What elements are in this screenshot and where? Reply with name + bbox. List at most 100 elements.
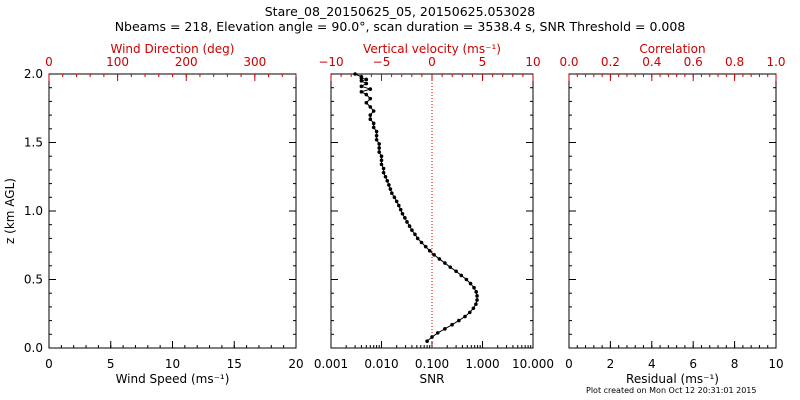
x-tick-label: 4 — [648, 357, 656, 371]
snr-data-point — [450, 322, 454, 327]
top-tick-label: 200 — [175, 55, 198, 69]
snr-data-point — [415, 236, 420, 241]
snr-data-point — [443, 261, 447, 265]
x-tick-label: 0.100 — [415, 357, 449, 371]
x-tick-label: 2 — [607, 357, 615, 371]
top-tick-label: 300 — [243, 55, 266, 69]
snr-data-point — [388, 187, 393, 191]
top-tick-label: 0.8 — [725, 55, 744, 69]
x-axis-label: SNR — [420, 372, 445, 386]
x-tick-label: 15 — [227, 357, 242, 371]
snr-data-point — [430, 335, 434, 339]
x-tick-label: 20 — [288, 357, 303, 371]
snr-data-point — [377, 142, 381, 146]
snr-data-point — [368, 87, 373, 91]
y-tick-label: 2.0 — [24, 67, 43, 81]
snr-data-point — [432, 253, 436, 257]
x-tick-label: 10 — [165, 357, 180, 371]
snr-data-point — [377, 146, 381, 150]
x-tick-label: 0 — [45, 357, 53, 371]
snr-data-point — [368, 117, 373, 122]
top-axis-label: Correlation — [639, 42, 705, 56]
snr-data-point — [371, 125, 376, 130]
x-tick-label: 10.000 — [512, 357, 554, 371]
snr-data-point — [435, 331, 440, 335]
snr-data-point — [427, 248, 432, 253]
snr-data-point — [419, 240, 424, 245]
top-tick-label: 0.2 — [601, 55, 620, 69]
snr-data-point — [471, 306, 476, 311]
snr-data-point — [364, 92, 369, 97]
snr-data-point — [364, 81, 369, 86]
snr-data-point — [474, 302, 478, 306]
snr-data-point — [475, 294, 479, 298]
y-axis-label: z (km AGL) — [3, 178, 17, 244]
x-axis-label: Residual (ms⁻¹) — [626, 372, 719, 386]
top-tick-label: −10 — [318, 55, 343, 69]
snr-data-point — [368, 105, 373, 109]
snr-data-point — [475, 298, 479, 302]
panel-frame-correlation — [568, 73, 777, 349]
snr-data-point — [371, 121, 376, 126]
snr-data-point — [364, 77, 369, 82]
snr-data-point — [390, 191, 394, 195]
snr-data-point — [379, 154, 384, 158]
snr-data-point — [383, 174, 388, 179]
top-tick-label: −5 — [373, 55, 391, 69]
top-tick-label: 0.4 — [642, 55, 661, 69]
snr-data-point — [410, 228, 414, 232]
snr-data-point — [385, 179, 390, 183]
top-tick-label: 0 — [428, 55, 436, 69]
panel-frame-wind — [48, 73, 297, 349]
x-tick-label: 0 — [565, 357, 573, 371]
top-axis-label: Wind Direction (deg) — [111, 42, 235, 56]
snr-data-point — [359, 79, 364, 83]
y-tick-label: 0.0 — [24, 341, 43, 355]
snr-data-point — [379, 162, 384, 167]
snr-data-point — [368, 96, 373, 101]
x-tick-label: 1.000 — [465, 357, 499, 371]
y-tick-label: 1.5 — [24, 136, 43, 150]
snr-data-point — [405, 220, 409, 224]
snr-data-point — [454, 269, 458, 274]
snr-data-point — [448, 265, 453, 269]
snr-data-point — [443, 327, 447, 331]
snr-data-point — [459, 273, 464, 278]
chart-title: Stare_08_20150625_05, 20150625.053028 — [264, 4, 536, 19]
snr-data-point — [381, 166, 386, 171]
top-tick-label: 5 — [479, 55, 487, 69]
panel-frame-vertical — [330, 73, 534, 349]
top-tick-label: 0 — [45, 55, 53, 69]
snr-data-point — [467, 310, 472, 315]
y-tick-label: 1.0 — [24, 204, 43, 218]
snr-data-point — [468, 281, 473, 286]
x-tick-label: 0.001 — [314, 357, 348, 371]
snr-data-point — [359, 84, 364, 89]
snr-data-point — [368, 113, 373, 117]
snr-data-point — [464, 277, 469, 282]
snr-data-point — [394, 199, 399, 204]
chart-subtitle: Nbeams = 218, Elevation angle = 90.0°, s… — [114, 19, 686, 34]
snr-data-point — [381, 170, 386, 175]
snr-data-point — [457, 318, 461, 323]
snr-data-point — [437, 257, 442, 261]
snr-data-point — [425, 339, 429, 343]
plot-footer: Plot created on Mon Oct 12 20:31:01 2015 — [586, 386, 757, 395]
snr-data-point — [396, 203, 401, 208]
snr-data-point — [407, 224, 412, 228]
snr-data-point — [413, 232, 417, 237]
top-tick-label: 100 — [106, 55, 129, 69]
snr-data-point — [474, 290, 478, 294]
snr-data-point — [364, 100, 369, 105]
snr-data-point — [353, 72, 357, 76]
snr-data-point — [423, 244, 428, 249]
snr-data-point — [374, 129, 379, 134]
snr-data-point — [463, 314, 467, 319]
x-tick-label: 6 — [689, 357, 697, 371]
top-tick-label: 10 — [525, 55, 540, 69]
snr-data-point — [374, 137, 379, 142]
top-tick-label: 0.6 — [684, 55, 703, 69]
snr-data-point — [403, 216, 407, 220]
top-tick-label: 1.0 — [766, 55, 785, 69]
